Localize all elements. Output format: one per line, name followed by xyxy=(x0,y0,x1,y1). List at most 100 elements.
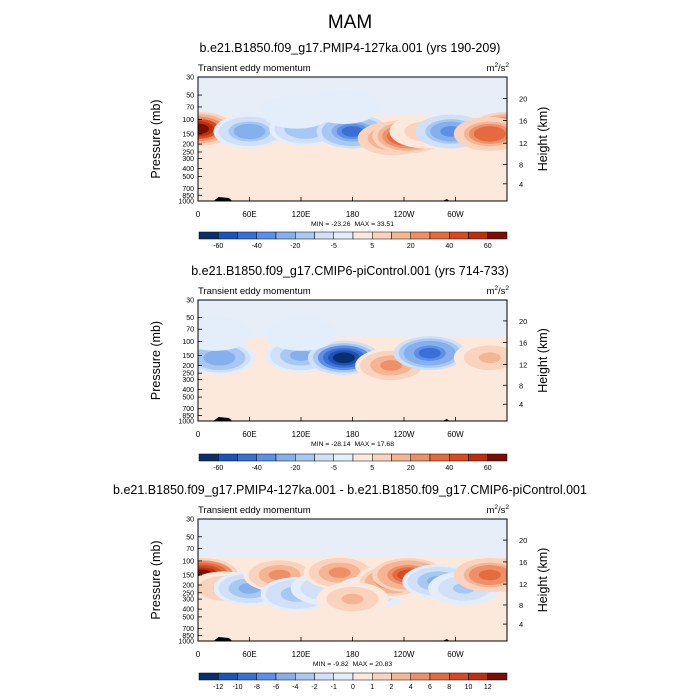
colorbar-label: -5 xyxy=(331,243,337,250)
colorbar-swatch xyxy=(314,453,334,462)
y-axis-label: Pressure (mb) xyxy=(149,99,163,178)
heatmap-field xyxy=(198,300,507,421)
units-exp1: 2 xyxy=(494,504,498,511)
max-label: MAX = 33.51 xyxy=(355,221,395,228)
min-max-label: MIN = -9.82 MAX = 20.83 xyxy=(313,661,392,668)
chart-panel-2: b.e21.B1850.f09_g17.CMIP6-piControl.001 … xyxy=(149,264,550,472)
y-tick-label: 850 xyxy=(182,193,194,200)
x-tick-label: 60E xyxy=(242,210,256,219)
field-feature-4 xyxy=(380,360,403,371)
x-tick-label: 120E xyxy=(292,210,311,219)
field-feature-3 xyxy=(332,352,355,364)
y-tick-label: 250 xyxy=(182,149,194,156)
colorbar-label: -2 xyxy=(311,684,317,691)
colorbar-swatch xyxy=(487,231,508,240)
y2-tick-label: 4 xyxy=(519,620,523,629)
units-exp1: 2 xyxy=(494,62,498,69)
colorbar-label: 60 xyxy=(484,243,492,250)
y-tick-label: 200 xyxy=(182,363,194,370)
panel-left-label: Transient eddy momentum xyxy=(198,63,311,74)
min-label: MIN = -28.14 xyxy=(311,441,351,448)
colorbar-label: 40 xyxy=(445,465,453,472)
colorbar-swatch xyxy=(256,672,277,681)
units-exp2: 2 xyxy=(505,504,509,511)
colorbar-swatch xyxy=(314,231,334,240)
x-tick-label: 120W xyxy=(394,650,415,659)
y2-tick-label: 8 xyxy=(519,160,523,169)
y-tick-label: 850 xyxy=(182,633,194,640)
x-tick-label: 60W xyxy=(447,210,464,219)
y-tick-label: 250 xyxy=(182,590,194,597)
y-tick-label: 150 xyxy=(182,131,194,138)
x-tick-label: 180 xyxy=(346,210,360,219)
panel-left-label: Transient eddy momentum xyxy=(198,505,311,516)
colorbar-swatch xyxy=(198,672,219,681)
y-tick-label: 700 xyxy=(182,186,194,193)
y2-tick-label: 16 xyxy=(519,117,527,126)
panel-left-label: Transient eddy momentum xyxy=(198,286,311,297)
y-tick-label: 30 xyxy=(186,75,194,82)
units-mid: /s xyxy=(498,286,506,297)
field-feature-10 xyxy=(332,101,355,113)
field-feature-5 xyxy=(418,347,441,359)
y-tick-label: 300 xyxy=(182,156,194,163)
colorbar-swatch xyxy=(468,231,488,240)
colorbar-swatch xyxy=(275,672,296,681)
colorbar-label: -40 xyxy=(252,243,262,250)
units-base: m xyxy=(486,286,494,297)
x-tick-label: 60E xyxy=(242,650,256,659)
colorbar-swatch xyxy=(468,672,488,681)
y2-tick-label: 20 xyxy=(519,94,527,103)
colorbar-label: 20 xyxy=(407,243,415,250)
y-tick-label: 1000 xyxy=(178,639,194,646)
colorbar-label: 0 xyxy=(351,684,355,691)
x-tick-label: 60W xyxy=(447,430,464,439)
heatmap-field xyxy=(198,77,507,201)
units-exp2: 2 xyxy=(505,285,509,292)
colorbar-label: 20 xyxy=(407,465,415,472)
topography xyxy=(213,417,233,421)
y-tick-label: 500 xyxy=(182,614,194,621)
colorbar-swatch xyxy=(198,231,219,240)
field-feature-6 xyxy=(328,567,351,578)
y2-tick-label: 8 xyxy=(519,601,523,610)
x-tick-label: 120E xyxy=(292,430,311,439)
colorbar-label: 5 xyxy=(370,465,374,472)
field-feature-7 xyxy=(290,328,312,340)
y-tick-label: 50 xyxy=(186,315,194,322)
colorbar-label: -12 xyxy=(213,684,223,691)
colorbar-swatch xyxy=(352,231,373,240)
y-tick-label: 400 xyxy=(182,607,194,614)
colorbar-swatch xyxy=(468,453,488,462)
y-axis-label: Pressure (mb) xyxy=(149,540,163,619)
min-max-label: MIN = -28.14 MAX = 17.68 xyxy=(311,441,394,448)
y-tick-label: 30 xyxy=(186,298,194,305)
field-feature-9 xyxy=(285,106,308,118)
colorbar-swatch xyxy=(487,672,508,681)
colorbar-swatch xyxy=(275,453,296,462)
topography xyxy=(213,637,233,641)
y-tick-label: 100 xyxy=(182,558,194,565)
y2-axis-label: Height (km) xyxy=(536,548,550,613)
colorbar-swatch xyxy=(429,453,450,462)
units-label: m2/s2 xyxy=(486,62,509,74)
x-tick-label: 0 xyxy=(196,430,201,439)
colorbar: -60 -40 -20 -5 5 20 40 60 xyxy=(198,453,508,472)
x-tick-label: 120W xyxy=(394,210,415,219)
field-feature-8 xyxy=(204,328,227,340)
y2-tick-label: 8 xyxy=(519,381,523,390)
colorbar-label: 8 xyxy=(447,684,451,691)
colorbar-label: 12 xyxy=(484,684,492,691)
y-tick-label: 150 xyxy=(182,572,194,579)
y-axis-label: Pressure (mb) xyxy=(149,321,163,400)
max-label: MAX = 17.68 xyxy=(355,441,395,448)
colorbar-label: -40 xyxy=(252,465,262,472)
colorbar-label: 10 xyxy=(465,684,473,691)
colorbar-swatch xyxy=(218,453,238,462)
y2-axis-label: Height (km) xyxy=(536,107,550,172)
field-feature-8 xyxy=(478,128,501,140)
colorbar-label: -4 xyxy=(292,684,298,691)
x-tick-label: 0 xyxy=(196,210,201,219)
